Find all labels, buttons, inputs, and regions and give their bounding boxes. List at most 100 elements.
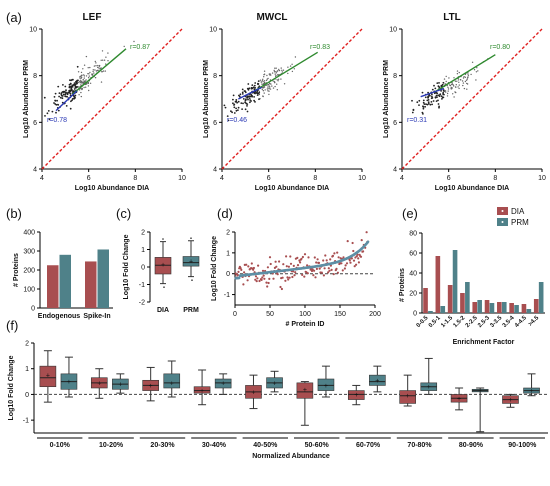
scatter-point bbox=[85, 75, 88, 77]
scatter-point bbox=[89, 66, 91, 69]
dia-point bbox=[268, 256, 272, 259]
x-axis-label: Normalized Abundance bbox=[252, 453, 330, 460]
scatter-point bbox=[427, 101, 430, 104]
dia-point bbox=[313, 269, 316, 272]
scatter-point bbox=[81, 76, 83, 79]
dia-point bbox=[323, 267, 326, 270]
panel-title: MWCL bbox=[256, 12, 287, 23]
scatter-point bbox=[275, 67, 277, 69]
scatter-point bbox=[475, 71, 478, 73]
scatter-point bbox=[77, 86, 80, 88]
scatter-point bbox=[246, 87, 249, 90]
scatter-point bbox=[437, 103, 440, 105]
scatter-point bbox=[412, 108, 415, 111]
scatter-point bbox=[92, 70, 94, 73]
scatter-point bbox=[278, 69, 281, 72]
scatter-point bbox=[59, 96, 62, 99]
dia-point bbox=[272, 277, 275, 280]
bar-dia bbox=[447, 285, 453, 313]
box-mean-marker: + bbox=[406, 393, 410, 400]
scatter-point bbox=[103, 59, 106, 61]
scatter-point bbox=[421, 111, 424, 114]
dia-point bbox=[262, 274, 265, 277]
box-mean-marker: + bbox=[170, 380, 174, 387]
scatter-point bbox=[257, 92, 260, 95]
scatter-point bbox=[64, 85, 67, 88]
scatter-point bbox=[447, 90, 449, 92]
scatter-point bbox=[439, 93, 441, 96]
dia-point bbox=[344, 264, 347, 267]
dia-point bbox=[300, 257, 303, 260]
scatter-point bbox=[73, 88, 76, 90]
dia-point bbox=[343, 267, 346, 270]
x-tick-label: 100 bbox=[299, 311, 311, 318]
dia-point bbox=[261, 276, 264, 279]
dia-point bbox=[346, 240, 349, 243]
scatter-point bbox=[70, 87, 73, 90]
scatter-point bbox=[73, 96, 76, 98]
scatter-point bbox=[107, 52, 109, 54]
legend-label: PRM bbox=[511, 218, 529, 227]
scatter-point bbox=[443, 93, 445, 96]
scatter-point bbox=[287, 72, 289, 75]
scatter-point bbox=[68, 83, 71, 86]
box-mean-marker: + bbox=[530, 388, 534, 395]
scatter-point bbox=[467, 74, 470, 77]
dia-point bbox=[306, 272, 309, 275]
scatter-point bbox=[105, 63, 107, 65]
y-tick-label: 6 bbox=[213, 120, 217, 127]
x-tick-label: 3.5-4 bbox=[502, 315, 516, 329]
scatter-point bbox=[88, 73, 90, 75]
box-mean-marker: + bbox=[303, 387, 307, 394]
scatter-point bbox=[266, 84, 268, 86]
scatter-point bbox=[462, 84, 464, 87]
scatter-point bbox=[458, 84, 460, 86]
x-tick-label: 60-70% bbox=[356, 442, 381, 449]
y-axis-label: Log10 Fold Change bbox=[123, 234, 130, 299]
prm-point bbox=[366, 240, 370, 244]
scatter-point bbox=[257, 83, 259, 86]
x-tick-label: 20-30% bbox=[150, 442, 175, 449]
scatter-point bbox=[76, 86, 79, 88]
scatter-point bbox=[411, 99, 413, 102]
scatter-point bbox=[451, 87, 453, 89]
scatter-point bbox=[260, 81, 262, 83]
dia-point bbox=[341, 269, 344, 272]
scatter-point bbox=[69, 107, 72, 110]
scatter-point bbox=[238, 94, 240, 97]
y-tick-label: 2 bbox=[226, 230, 230, 237]
scatter-point bbox=[263, 92, 265, 94]
dia-point bbox=[349, 261, 352, 264]
scatter-point bbox=[466, 82, 468, 85]
scatter-point bbox=[291, 63, 293, 65]
scatter-point bbox=[259, 79, 262, 81]
bar-prm bbox=[514, 305, 519, 313]
scatter-point bbox=[453, 96, 455, 98]
scatter-point bbox=[435, 94, 438, 97]
y-axis-label: Log10 Fold Change bbox=[8, 355, 15, 420]
scatter-point bbox=[73, 97, 75, 100]
scatter-point bbox=[101, 71, 103, 73]
scatter-point bbox=[71, 84, 74, 87]
scatter-point bbox=[55, 103, 58, 106]
dia-point bbox=[324, 254, 327, 257]
scatter-point bbox=[254, 82, 257, 84]
bar-dia bbox=[435, 256, 441, 313]
scatter-point bbox=[422, 99, 425, 102]
scatter-point bbox=[431, 103, 433, 106]
scatter-point bbox=[235, 109, 238, 112]
panel-title: LTL bbox=[443, 12, 461, 23]
dia-point bbox=[351, 241, 354, 245]
scatter-point bbox=[57, 103, 59, 106]
box-mean-marker: + bbox=[427, 384, 431, 391]
scatter-point bbox=[430, 101, 433, 103]
dia-point bbox=[306, 264, 309, 267]
scatter-point bbox=[276, 89, 278, 91]
scatter-point bbox=[60, 94, 63, 97]
scatter-point bbox=[269, 74, 271, 76]
dia-point bbox=[265, 281, 268, 284]
y-axis-label: Log10 Abundance PRM bbox=[383, 60, 390, 138]
scatter-point bbox=[71, 86, 74, 88]
scatter-point bbox=[62, 93, 65, 96]
y-tick-label: -1 bbox=[139, 282, 145, 289]
